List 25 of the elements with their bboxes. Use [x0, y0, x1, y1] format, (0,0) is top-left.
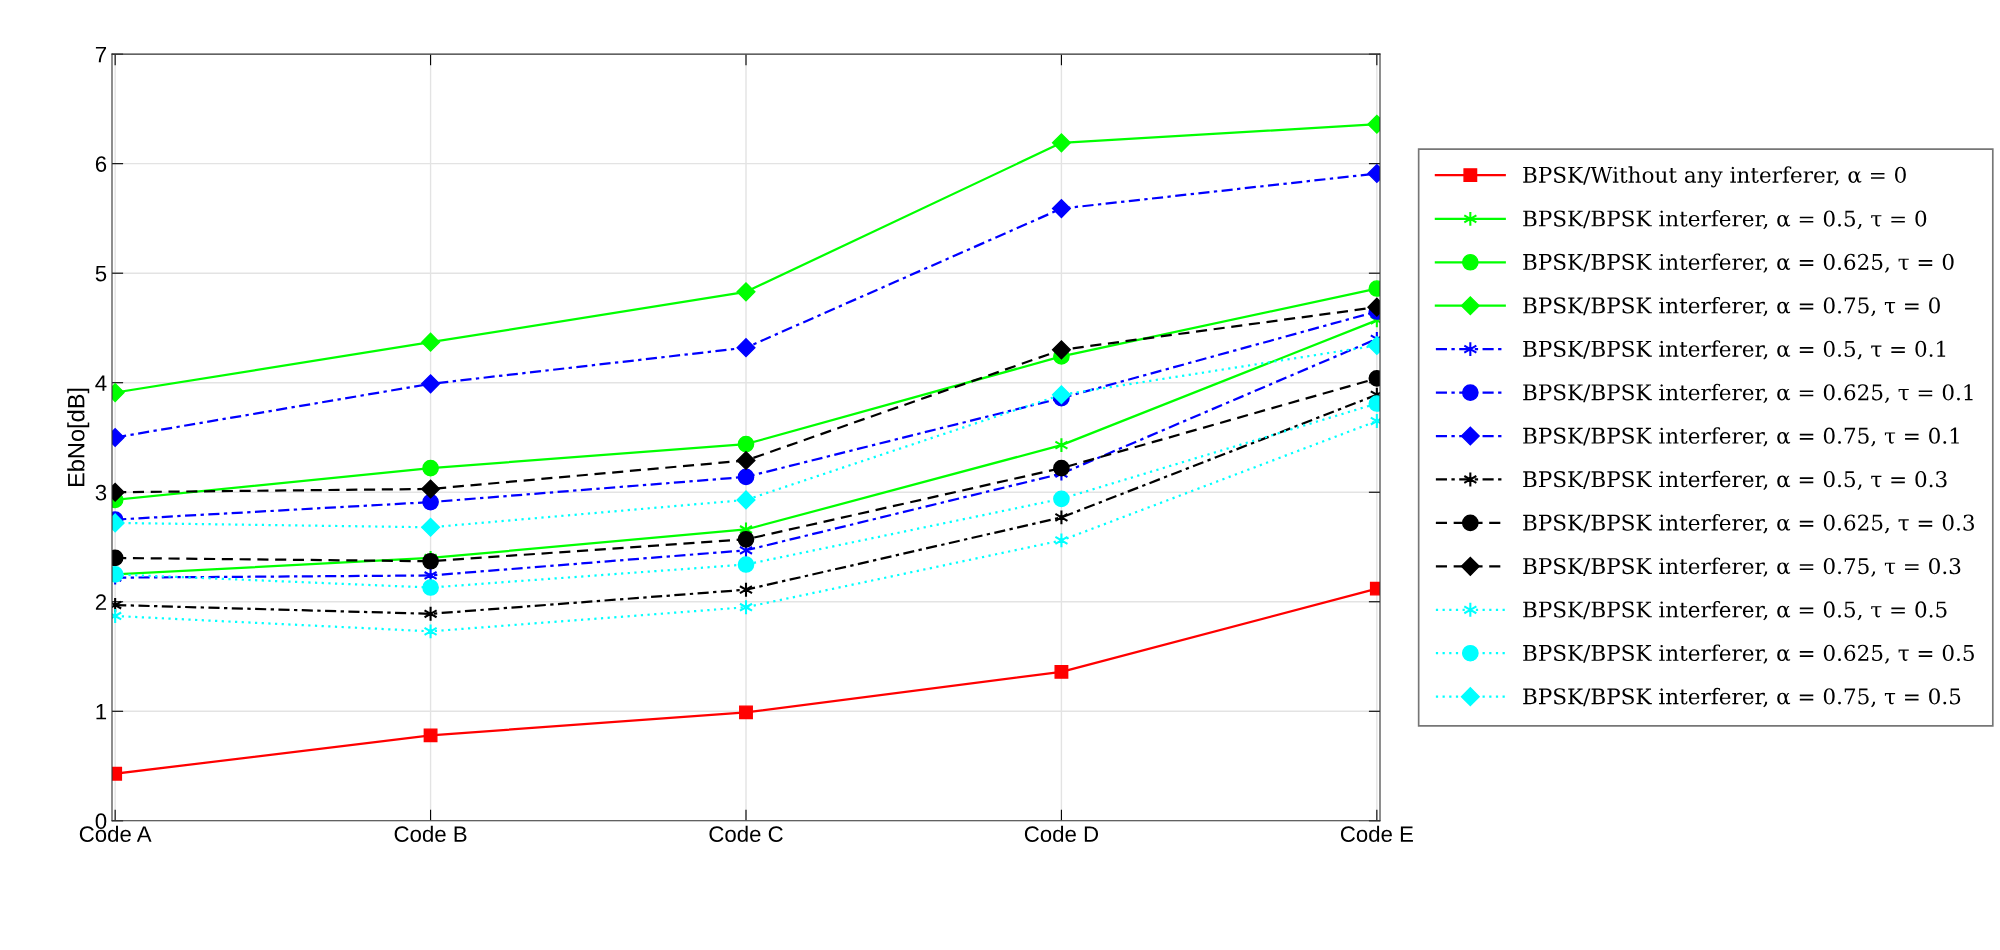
y-tick-label: 2: [95, 594, 107, 610]
legend-label: BPSK/BPSK interferer, α = 0.75, τ = 0.1: [1523, 427, 1959, 447]
legend-label: BPSK/BPSK interferer, α = 0.5, τ = 0.1: [1523, 340, 1946, 360]
legend-label: BPSK/BPSK interferer, α = 0.75, τ = 0: [1523, 296, 1940, 317]
legend-label: BPSK/BPSK interferer, α = 0.625, τ = 0.1: [1523, 383, 1973, 404]
x-tick-label: Code B: [394, 825, 467, 842]
legend-label: BPSK/Without any interferer, α = 0: [1523, 166, 1906, 188]
legend-label: BPSK/BPSK interferer, α = 0.5, τ = 0.5: [1523, 600, 1947, 621]
legend-label: BPSK/BPSK interferer, α = 0.75, τ = 0.5: [1523, 687, 1961, 708]
x-tick-label: Code C: [709, 825, 783, 842]
legend-label: BPSK/BPSK interferer, α = 0.625, τ = 0.5: [1523, 644, 1974, 664]
y-axis-title: EbNo[dB]: [67, 388, 90, 487]
y-tick-label: 4: [95, 375, 107, 391]
legend-label: BPSK/BPSK interferer, α = 0.75, τ = 0.3: [1523, 557, 1961, 577]
y-tick-label: 1: [96, 704, 107, 720]
legend-label: BPSK/BPSK interferer, α = 0.5, τ = 0.3: [1523, 470, 1947, 490]
legend-label: BPSK/BPSK interferer, α = 0.5, τ = 0: [1523, 210, 1927, 230]
y-tick-label: 7: [95, 46, 107, 63]
legend-label: BPSK/BPSK interferer, α = 0.625, τ = 0: [1523, 253, 1954, 273]
y-tick-label: 6: [95, 156, 107, 172]
y-tick-label: 5: [95, 265, 107, 282]
x-tick-label: Code D: [1024, 825, 1099, 842]
x-tick-label: Code E: [1340, 825, 1413, 842]
y-tick-label: 3: [95, 484, 107, 501]
legend-label: BPSK/BPSK interferer, α = 0.625, τ = 0.3: [1523, 514, 1974, 534]
